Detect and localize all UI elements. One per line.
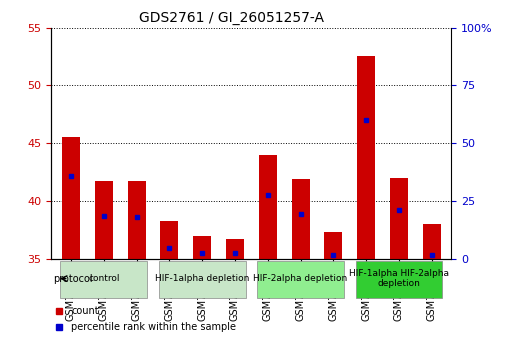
Bar xyxy=(357,57,375,259)
Bar xyxy=(356,261,442,298)
Text: protocol: protocol xyxy=(53,274,92,284)
Bar xyxy=(95,181,113,259)
Text: percentile rank within the sample: percentile rank within the sample xyxy=(71,322,236,332)
Bar xyxy=(259,155,277,259)
Bar xyxy=(128,181,146,259)
Bar xyxy=(390,178,408,259)
Bar xyxy=(193,236,211,259)
Text: HIF-1alpha HIF-2alpha
depletion: HIF-1alpha HIF-2alpha depletion xyxy=(349,269,449,288)
Bar xyxy=(226,239,244,259)
Bar xyxy=(324,232,342,259)
Text: count: count xyxy=(71,306,99,316)
Bar xyxy=(159,261,246,298)
Text: HIF-1alpha depletion: HIF-1alpha depletion xyxy=(155,274,249,283)
Bar xyxy=(61,261,147,298)
Text: HIF-2alpha depletion: HIF-2alpha depletion xyxy=(253,274,348,283)
Bar xyxy=(62,137,80,259)
Bar xyxy=(257,261,344,298)
Text: control: control xyxy=(88,274,120,283)
Bar xyxy=(423,224,441,259)
Title: GDS2761 / GI_26051257-A: GDS2761 / GI_26051257-A xyxy=(139,11,324,25)
Bar xyxy=(161,220,179,259)
Bar xyxy=(291,179,309,259)
